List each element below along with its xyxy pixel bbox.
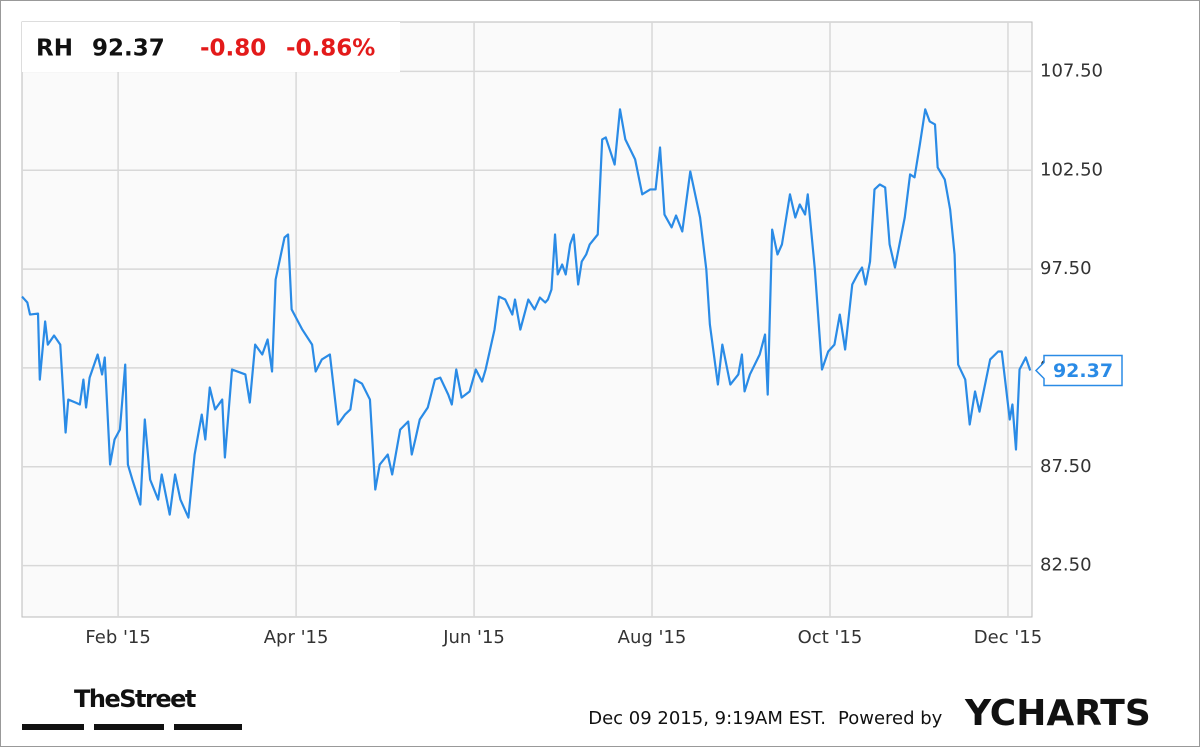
x-tick-label: Dec '15 <box>974 627 1042 648</box>
logo-bar <box>94 724 164 730</box>
x-tick-label: Oct '15 <box>798 627 863 648</box>
x-tick-label: Apr '15 <box>264 627 329 648</box>
header-box <box>22 22 400 72</box>
timestamp: Dec 09 2015, 9:19AM EST. <box>588 708 826 729</box>
y-tick-label: 97.50 <box>1040 258 1092 279</box>
logo-bar <box>174 724 242 730</box>
brand-logo: YCHARTS <box>964 693 1151 734</box>
y-tick-label: 102.50 <box>1040 159 1103 180</box>
x-tick-label: Jun '15 <box>442 627 505 648</box>
y-tick-label: 87.50 <box>1040 456 1092 477</box>
price: 92.37 <box>92 36 165 62</box>
change: -0.80 <box>200 36 266 62</box>
logo-bar <box>22 724 84 730</box>
x-tick-label: Feb '15 <box>85 627 150 648</box>
price-line <box>21 108 1032 519</box>
x-tick-label: Aug '15 <box>618 627 687 648</box>
y-tick-label: 107.50 <box>1040 60 1103 81</box>
last-price-tag <box>1034 354 1123 387</box>
plot-area <box>21 21 1033 618</box>
source-logo: TheStreet <box>74 685 196 713</box>
y-tick-label: 82.50 <box>1040 555 1092 576</box>
last-price-label: 92.37 <box>1053 360 1113 382</box>
powered-by: Powered by <box>838 708 943 729</box>
ticker: RH <box>36 36 73 62</box>
change-percent: -0.86% <box>286 36 375 62</box>
